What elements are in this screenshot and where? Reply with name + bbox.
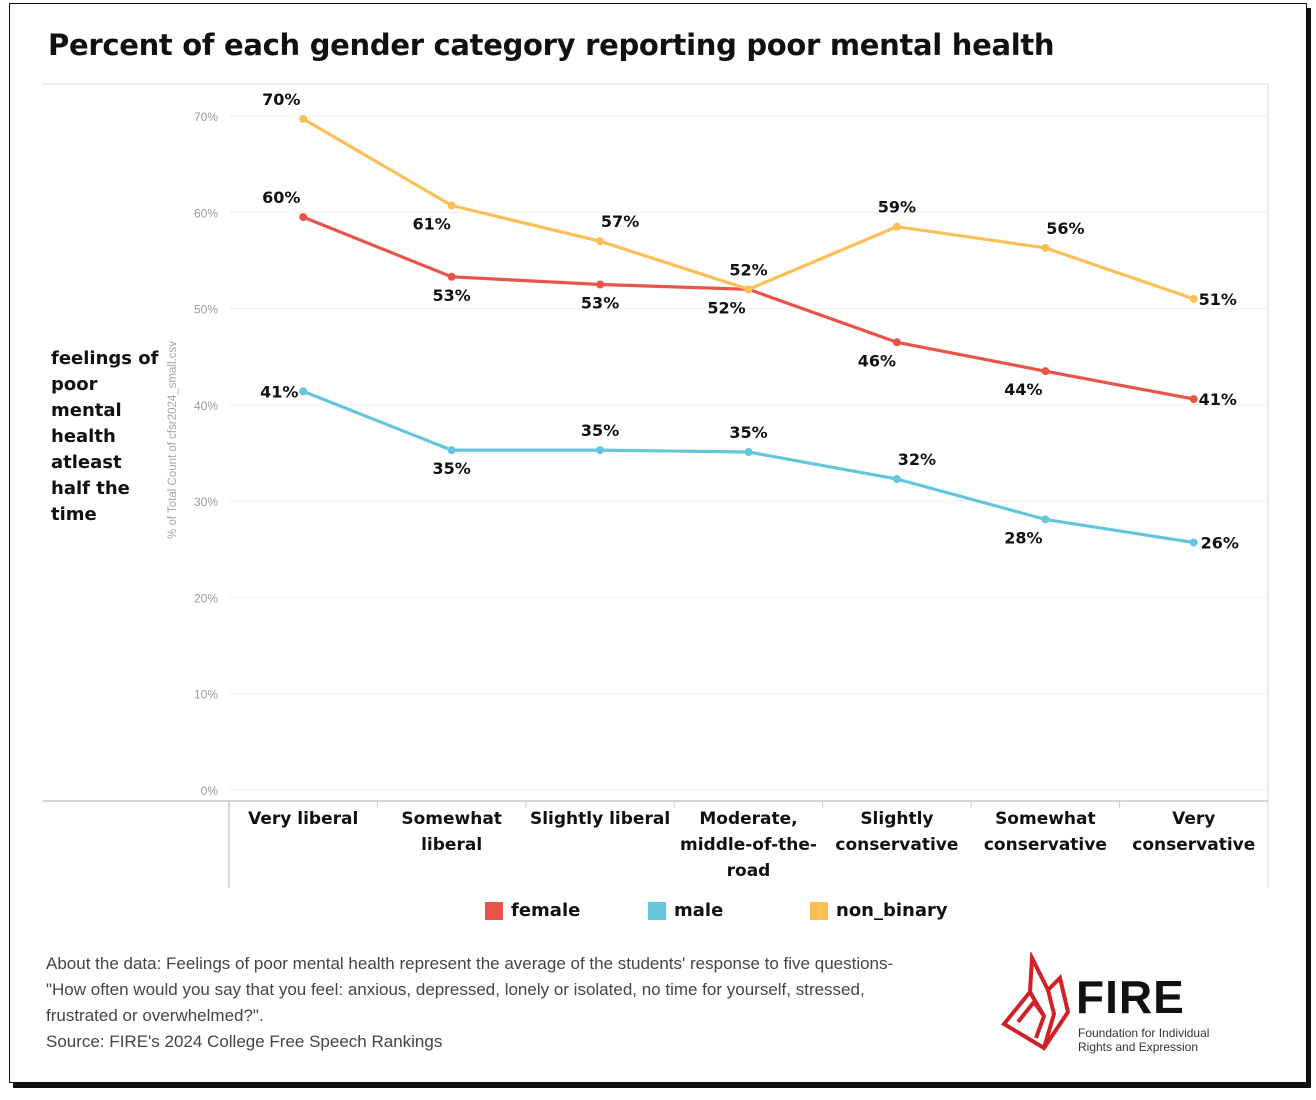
data-label-male: 26% xyxy=(1201,534,1239,553)
data-point-female xyxy=(299,213,308,222)
data-label-female: 60% xyxy=(262,188,300,207)
data-label-non-binary: 56% xyxy=(1046,219,1084,238)
x-category-label: conservative xyxy=(1132,835,1255,855)
legend-swatch-non-binary xyxy=(810,901,828,920)
data-point-male xyxy=(1041,515,1050,524)
y-tick-label: 70% xyxy=(194,110,218,124)
data-point-female xyxy=(1189,395,1198,404)
data-point-non-binary xyxy=(447,201,456,210)
about-line-1: About the data: Feelings of poor mental … xyxy=(46,954,894,973)
legend-item-male[interactable]: male xyxy=(648,900,723,921)
data-label-female: 44% xyxy=(1004,380,1042,399)
row-label: feelings of poor mental health atleast h… xyxy=(51,348,159,525)
y-axis-title: % of Total Count of cfsr2024_small.csv xyxy=(167,341,179,539)
y-tick-label: 50% xyxy=(194,303,218,317)
data-label-non-binary: 51% xyxy=(1199,290,1237,309)
data-point-male xyxy=(447,446,456,455)
data-point-non-binary xyxy=(744,285,753,294)
x-category-label: Somewhat xyxy=(995,809,1096,829)
y-tick-label: 0% xyxy=(201,784,219,798)
data-label-male: 41% xyxy=(260,382,298,401)
data-point-male xyxy=(892,474,901,483)
x-category-label: Moderate, xyxy=(699,809,797,829)
data-point-non-binary xyxy=(892,222,901,231)
data-point-female xyxy=(1041,367,1050,376)
data-label-female: 41% xyxy=(1199,390,1237,409)
legend-item-non-binary[interactable]: non_binary xyxy=(810,900,948,921)
data-point-non-binary xyxy=(596,237,605,246)
data-label-male: 35% xyxy=(581,421,619,440)
legend-item-female[interactable]: female xyxy=(485,900,580,921)
x-category-label: middle-of-the- xyxy=(680,835,817,855)
about-the-data: About the data: Feelings of poor mental … xyxy=(46,951,946,1055)
flame-icon xyxy=(1000,950,1071,1051)
legend: female male non_binary xyxy=(0,900,1316,930)
data-point-non-binary xyxy=(299,114,308,123)
data-label-female: 52% xyxy=(707,298,745,317)
x-category-label: liberal xyxy=(421,835,482,855)
data-label-male: 32% xyxy=(898,450,936,469)
x-category-label: conservative xyxy=(835,835,958,855)
data-label-male: 35% xyxy=(729,423,767,442)
data-label-non-binary: 70% xyxy=(262,90,300,109)
logo-subtitle: Foundation for Individual Rights and Exp… xyxy=(1078,1026,1228,1054)
about-line-3: frustrated or overwhelmed?". xyxy=(46,1006,264,1025)
x-category-label: conservative xyxy=(984,835,1107,855)
source-line: Source: FIRE's 2024 College Free Speech … xyxy=(46,1032,443,1051)
data-label-female: 53% xyxy=(432,286,470,305)
legend-label-female: female xyxy=(511,900,581,921)
logo-wordmark: FIRE xyxy=(1076,971,1185,1023)
data-point-male xyxy=(299,387,308,396)
data-point-male xyxy=(744,448,753,457)
data-label-non-binary: 59% xyxy=(878,198,916,217)
data-label-non-binary: 61% xyxy=(412,215,450,234)
fire-logo: FIRE Foundation for Individual Rights an… xyxy=(1000,950,1220,1054)
data-label-female: 46% xyxy=(858,351,896,370)
line-chart: 0% 10% 20% 30% 40% 50% 60% 70% % of Total Count … xyxy=(43,83,1269,888)
y-tick-label: 40% xyxy=(194,399,218,413)
data-point-female xyxy=(892,338,901,347)
data-label-non-binary: 57% xyxy=(601,212,639,231)
data-point-non-binary xyxy=(1041,243,1050,252)
x-category-label: Very xyxy=(1172,809,1215,829)
data-label-male: 35% xyxy=(432,459,470,478)
data-label-female: 53% xyxy=(581,294,619,313)
y-tick-label: 30% xyxy=(194,495,218,509)
logo-subtitle-line-1: Foundation for Individual xyxy=(1078,1026,1210,1040)
logo-subtitle-line-2: Rights and Expression xyxy=(1078,1040,1199,1054)
y-tick-label: 60% xyxy=(194,206,218,220)
legend-swatch-male xyxy=(648,901,666,920)
data-point-male xyxy=(596,446,605,455)
y-tick-label: 20% xyxy=(194,591,218,605)
y-tick-label: 10% xyxy=(194,688,218,702)
about-line-2: "How often would you say that you feel: … xyxy=(46,980,865,999)
x-category-label: Somewhat xyxy=(401,809,502,829)
x-category-label: road xyxy=(727,861,771,881)
x-category-label: Slightly liberal xyxy=(530,809,670,829)
data-point-non-binary xyxy=(1189,294,1198,303)
data-point-female xyxy=(447,272,456,281)
legend-label-male: male xyxy=(674,900,724,921)
x-category-label: Slightly xyxy=(860,809,933,829)
x-category-label: Very liberal xyxy=(248,809,358,829)
legend-label-non-binary: non_binary xyxy=(836,900,948,921)
data-point-male xyxy=(1189,538,1198,547)
data-label-non-binary: 52% xyxy=(729,260,767,279)
data-point-female xyxy=(596,280,605,289)
data-label-male: 28% xyxy=(1004,528,1042,547)
chart-title: Percent of each gender category reportin… xyxy=(48,28,1055,62)
legend-swatch-female xyxy=(485,901,503,920)
